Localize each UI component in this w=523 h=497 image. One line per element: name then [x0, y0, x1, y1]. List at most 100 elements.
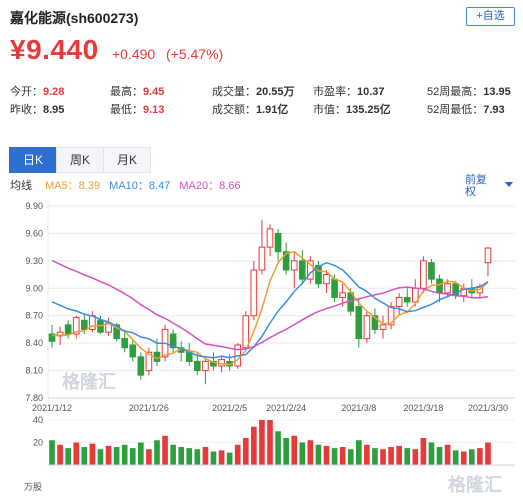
candle-body — [298, 260, 306, 280]
volume-bar — [267, 420, 273, 465]
volume-bar — [210, 451, 217, 465]
volume-bar — [105, 445, 112, 465]
stat-value: 7.93 — [483, 104, 505, 116]
volume-bar — [339, 447, 346, 465]
y-tick-label: 8.40 — [25, 338, 43, 348]
volume-bar — [170, 444, 176, 465]
volume-bar — [355, 440, 362, 465]
candle-body — [290, 260, 298, 271]
volume-bar — [468, 449, 475, 465]
x-tick-label: 2021/3/30 — [468, 403, 508, 413]
stat-label: 52周最高： — [427, 86, 484, 98]
price-change: +0.490 — [112, 46, 156, 62]
candle-body — [323, 274, 330, 285]
volume-bar — [81, 447, 88, 465]
volume-bar — [178, 447, 185, 465]
chevron-down-icon[interactable] — [505, 182, 513, 187]
volume-bar — [162, 435, 168, 465]
stat-value: 9.28 — [43, 86, 65, 98]
ma20-line — [51, 259, 489, 351]
volume-bar — [315, 444, 322, 465]
volume-bar — [202, 447, 209, 465]
stat-value: 9.13 — [143, 104, 165, 116]
candle-body — [436, 278, 443, 294]
y-tick-label: 9.60 — [25, 228, 43, 238]
period-tabs: 日K 周K 月K — [9, 147, 151, 173]
candle-body — [274, 232, 282, 253]
candle-body — [363, 315, 371, 340]
stat-label: 今开： — [10, 86, 43, 98]
stat-item: 成交量：20.55万 — [212, 83, 295, 99]
volume-bar — [113, 447, 120, 465]
candle-body — [339, 292, 346, 298]
stat-item: 昨收：8.95 — [10, 101, 64, 117]
volume-bar — [412, 449, 419, 465]
volume-bar — [129, 448, 136, 465]
stat-label: 市值： — [313, 104, 346, 116]
volume-bar — [146, 449, 152, 465]
volume-bar — [49, 440, 55, 465]
candle-body — [444, 283, 451, 294]
x-tick-label: 2021/1/12 — [32, 403, 72, 413]
tab-monthly[interactable]: 月K — [103, 147, 151, 173]
volume-bar — [372, 448, 378, 465]
candle-body — [371, 315, 379, 330]
candle-body — [72, 317, 80, 335]
candle-body — [121, 338, 129, 349]
stat-item: 52周最低：7.93 — [427, 101, 505, 117]
volume-bar — [460, 451, 467, 465]
x-tick-label: 2021/3/18 — [403, 403, 443, 413]
candle-body — [331, 278, 338, 298]
stat-item: 市盈率：10.37 — [313, 83, 385, 99]
volume-bar — [444, 444, 451, 465]
adjust-select[interactable]: 前复权 — [465, 174, 487, 198]
ma-label: 均线 — [10, 180, 32, 192]
candle-body — [113, 324, 120, 340]
watermark-text: 格隆汇 — [448, 474, 502, 495]
stat-value: 13.95 — [483, 86, 511, 98]
volume-bar — [364, 444, 370, 465]
candle-body — [315, 264, 322, 285]
stat-item: 今开：9.28 — [10, 83, 64, 99]
stat-value: 9.45 — [143, 86, 165, 98]
volume-bar — [234, 444, 241, 465]
current-price: ¥9.440 — [10, 34, 99, 65]
stat-label: 市盈率： — [313, 86, 357, 98]
add-to-watchlist-button[interactable]: +自选 — [466, 7, 515, 26]
candle-body — [355, 306, 363, 340]
candle-body — [210, 360, 217, 367]
volume-bar — [307, 440, 314, 465]
volume-bar — [186, 448, 193, 465]
y-tick-label: 9.30 — [25, 256, 43, 266]
candle-body — [242, 315, 250, 349]
volume-bar — [275, 431, 281, 465]
ma10-value: MA10：8.47 — [109, 180, 171, 192]
candle-body — [250, 269, 258, 317]
candle-body — [202, 360, 209, 372]
volume-bar — [323, 445, 330, 465]
ma-legend: 均线 MA5：8.39 MA10：8.47 MA20：8.66 — [10, 177, 247, 193]
x-tick-label: 2021/3/8 — [341, 403, 376, 413]
volume-tick-label: 40 — [33, 415, 43, 425]
stat-value: 135.25亿 — [346, 104, 391, 116]
stat-label: 成交量： — [212, 86, 256, 98]
y-tick-label: 9.90 — [25, 201, 43, 211]
candle-body — [81, 319, 88, 330]
volume-bar — [121, 444, 128, 465]
volume-unit-label: 万股 — [24, 482, 42, 492]
candle-body — [403, 296, 411, 303]
ma10-line — [51, 261, 489, 359]
volume-bar — [291, 435, 298, 465]
volume-tick-label: 20 — [33, 438, 43, 448]
stock-title: 嘉化能源(sh600273) — [10, 10, 139, 26]
volume-bar — [218, 450, 225, 465]
volume-bar — [194, 449, 201, 465]
ma20-value: MA20：8.66 — [179, 180, 241, 192]
volume-bar — [226, 452, 233, 465]
volume-bar — [452, 450, 459, 465]
volume-bar — [436, 447, 443, 465]
tab-weekly[interactable]: 周K — [56, 147, 104, 173]
volume-bar — [485, 442, 491, 465]
volume-bar — [299, 442, 306, 465]
